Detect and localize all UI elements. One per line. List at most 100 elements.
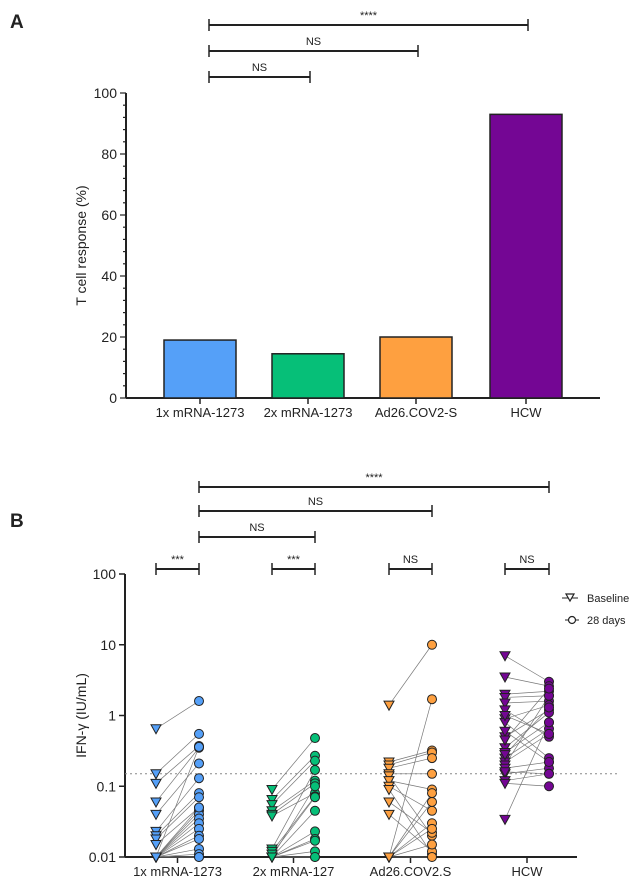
baseline-point xyxy=(383,763,395,775)
pair-line xyxy=(155,792,200,836)
x-tick-label: Ad26.COV2-S xyxy=(375,405,458,420)
pair-line xyxy=(388,644,433,706)
significance-label: **** xyxy=(365,472,383,484)
day28-point xyxy=(544,757,554,768)
significance-label: NS xyxy=(306,36,321,48)
pair-line xyxy=(504,715,550,735)
pair-line xyxy=(271,737,316,790)
significance-label: NS xyxy=(519,554,534,566)
y-tick-label: 10 xyxy=(100,637,116,653)
day28-point xyxy=(310,805,320,816)
bar-3 xyxy=(489,113,563,399)
day28-point xyxy=(194,741,204,752)
pair-line xyxy=(504,771,550,775)
pair-line xyxy=(155,853,200,858)
baseline-point xyxy=(266,852,278,864)
day28-point xyxy=(427,823,437,834)
pair-line xyxy=(271,831,316,858)
baseline-point xyxy=(266,800,278,811)
day28-point xyxy=(427,796,437,807)
y-axis-label: T cell response (%) xyxy=(73,185,89,305)
pair-line xyxy=(504,695,550,698)
pair-line xyxy=(155,700,200,730)
day28-point xyxy=(310,733,320,744)
bar-2 xyxy=(379,336,453,399)
x-tick-label: Ad26.COV2.S xyxy=(370,864,452,879)
day28-point xyxy=(427,768,437,779)
y-tick-label: 40 xyxy=(101,268,117,284)
significance-label: NS xyxy=(403,554,418,566)
pair-line xyxy=(388,822,433,858)
pair-line xyxy=(155,848,200,858)
y-tick-label: 100 xyxy=(93,566,117,582)
pair-line xyxy=(271,810,316,858)
day28-point xyxy=(427,694,437,705)
pair-line xyxy=(504,655,550,683)
baseline-point xyxy=(266,811,278,823)
baseline-point xyxy=(383,776,395,787)
day28-point xyxy=(194,792,204,803)
pair-line xyxy=(155,746,200,858)
pair-line xyxy=(388,785,433,812)
baseline-point xyxy=(499,814,511,826)
pair-line xyxy=(388,752,433,766)
pair-line xyxy=(504,709,550,738)
baseline-point xyxy=(499,672,511,684)
day28-point xyxy=(310,755,320,766)
pair-line xyxy=(504,782,550,787)
day28-point xyxy=(310,781,320,792)
day28-point xyxy=(427,852,437,862)
y-tick-label: 80 xyxy=(101,146,117,162)
legend-label: Baseline xyxy=(587,593,629,605)
pair-line xyxy=(504,676,550,687)
day28-point xyxy=(194,852,204,862)
pair-line xyxy=(504,773,550,781)
x-tick-label: 2x mRNA-127 xyxy=(253,864,335,879)
pair-line xyxy=(271,792,316,817)
pair-line xyxy=(155,747,200,803)
bar-1 xyxy=(271,353,345,399)
pair-line xyxy=(388,828,433,858)
day28-point xyxy=(194,758,204,769)
day28-point xyxy=(310,835,320,846)
pair-line xyxy=(155,807,200,858)
baseline-point xyxy=(499,651,511,662)
day28-point xyxy=(194,773,204,784)
day28-point xyxy=(544,768,554,779)
baseline-point xyxy=(150,778,162,790)
pair-line xyxy=(388,844,433,858)
baseline-point xyxy=(383,700,395,712)
pair-line xyxy=(271,755,316,800)
pair-line xyxy=(155,828,200,858)
pair-line xyxy=(504,722,550,820)
pair-line xyxy=(388,750,433,763)
pair-line xyxy=(271,796,316,855)
y-tick-label: 1 xyxy=(108,708,116,724)
baseline-point xyxy=(383,809,395,821)
legend-label: 28 days xyxy=(587,615,626,627)
bar-0 xyxy=(163,339,237,399)
baseline-point xyxy=(150,724,162,735)
pair-line xyxy=(388,792,433,858)
significance-label: **** xyxy=(360,10,378,22)
baseline-point xyxy=(150,840,162,851)
baseline-point xyxy=(150,834,162,845)
pair-line xyxy=(504,690,550,695)
day28-point xyxy=(194,833,204,844)
day28-point xyxy=(544,702,554,713)
pair-line xyxy=(388,780,433,790)
day28-point xyxy=(310,764,320,775)
baseline-point xyxy=(499,767,511,778)
pair-line xyxy=(155,745,200,784)
day28-point xyxy=(310,852,320,862)
baseline-point xyxy=(150,797,162,808)
baseline-point xyxy=(266,784,278,796)
y-tick-label: 20 xyxy=(101,329,117,345)
day28-point xyxy=(544,717,554,728)
pair-line xyxy=(388,775,433,836)
pair-line xyxy=(271,851,316,858)
baseline-point xyxy=(383,797,395,808)
y-tick-label: 0.1 xyxy=(97,778,117,794)
pair-line xyxy=(155,822,200,858)
significance-label: *** xyxy=(287,554,301,566)
